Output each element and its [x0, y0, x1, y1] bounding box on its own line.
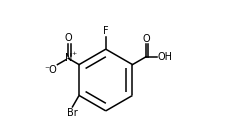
Text: +: + [71, 51, 77, 56]
Text: N: N [64, 53, 72, 63]
Text: O: O [142, 34, 150, 44]
Text: Br: Br [67, 108, 78, 118]
Text: O: O [64, 33, 72, 43]
Text: OH: OH [157, 52, 172, 62]
Text: F: F [103, 26, 109, 36]
Text: ⁻O: ⁻O [44, 65, 57, 75]
